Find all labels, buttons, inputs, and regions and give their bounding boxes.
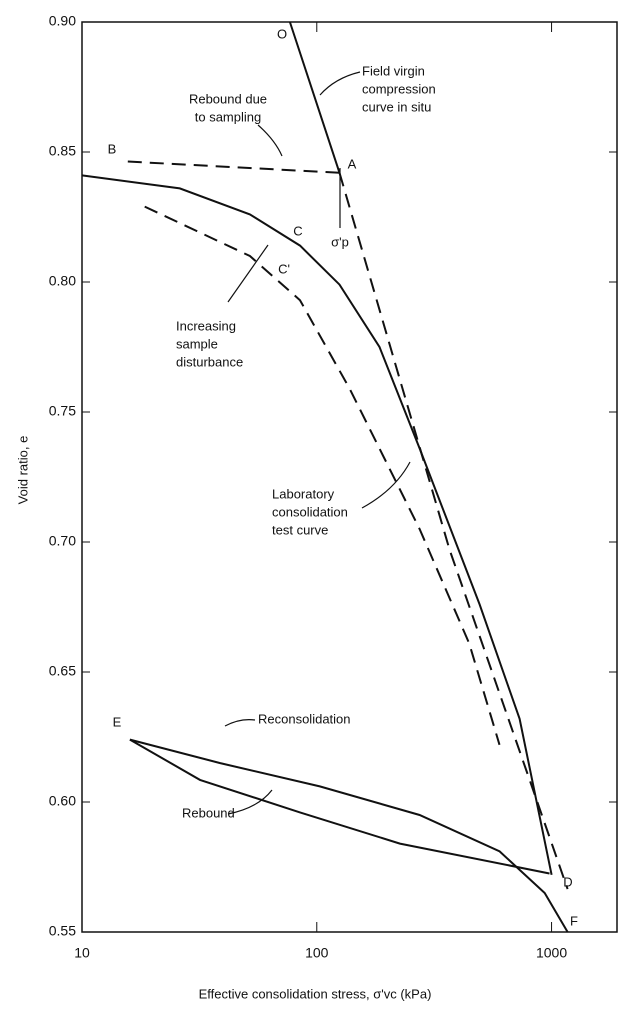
annotation: curve in situ (362, 99, 431, 114)
curve (144, 205, 501, 746)
leader-line (257, 124, 283, 157)
leader-line (319, 71, 361, 96)
x-tick-label: 1000 (536, 945, 567, 961)
annotation: compression (362, 81, 436, 96)
point-label: O (277, 26, 287, 41)
point-label: E (113, 714, 122, 729)
leader-line (361, 461, 411, 509)
annotation: disturbance (176, 354, 243, 369)
y-tick-label: 0.70 (49, 533, 76, 549)
annotation: sample (176, 336, 218, 351)
plot-frame (81, 21, 618, 933)
annotation: Reconsolidation (258, 711, 351, 726)
annotation: Laboratory (272, 486, 335, 501)
y-tick-label: 0.75 (49, 403, 76, 419)
y-tick-label: 0.55 (49, 923, 76, 939)
point-label: F (570, 913, 578, 928)
curve (129, 738, 550, 875)
annotation: Field virgin (362, 63, 425, 78)
annotation: Increasing (176, 318, 236, 333)
point-label: A (348, 156, 357, 171)
y-axis-label: Void ratio, e (15, 436, 30, 505)
annotation: Rebound (182, 805, 235, 820)
point-label: σ'p (331, 234, 349, 249)
x-tick-label: 10 (74, 945, 90, 961)
leader-line (224, 719, 256, 727)
annotation: consolidation (272, 504, 348, 519)
curve (129, 738, 569, 933)
point-label: C (293, 223, 302, 238)
annotation: to sampling (195, 109, 261, 124)
leader-line (227, 244, 269, 303)
y-tick-label: 0.60 (49, 793, 76, 809)
point-label: B (108, 141, 117, 156)
curve (81, 174, 553, 876)
point-label: C' (278, 261, 290, 276)
y-tick-label: 0.80 (49, 273, 76, 289)
curve (288, 21, 341, 174)
annotation: Rebound due (189, 91, 267, 106)
y-tick-label: 0.85 (49, 143, 76, 159)
leader-line (227, 789, 273, 815)
annotation: test curve (272, 522, 328, 537)
y-tick-label: 0.65 (49, 663, 76, 679)
curve (119, 160, 340, 174)
x-tick-label: 100 (305, 945, 329, 961)
y-tick-label: 0.90 (49, 13, 76, 29)
x-axis-label: Effective consolidation stress, σ'vc (kP… (199, 986, 432, 1001)
point-label: D (563, 874, 572, 889)
